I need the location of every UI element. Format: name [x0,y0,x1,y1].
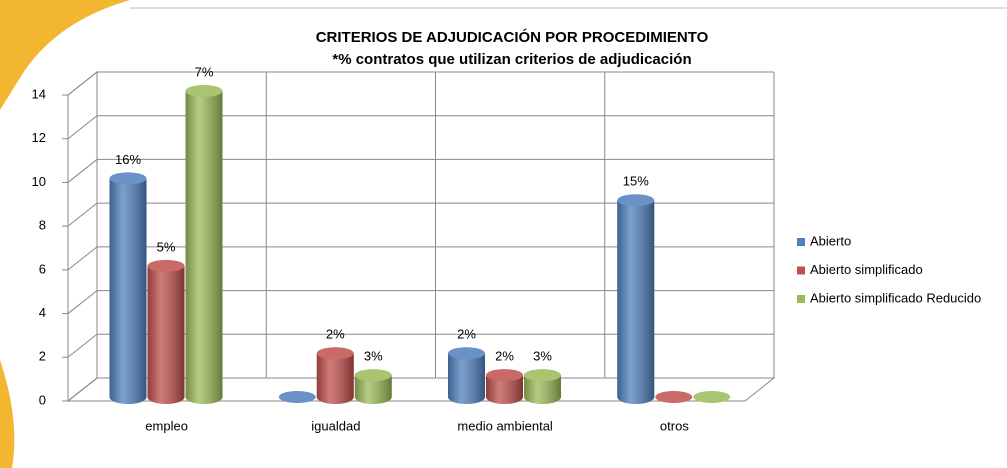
grid-line [67,290,774,314]
y-tick-label: 4 [39,305,46,320]
grid-line [67,202,774,227]
grid-line [67,246,774,271]
bar-part [448,347,485,360]
bar-part [693,391,731,403]
grid-line [67,333,774,358]
chart-subtitle: *% contratos que utilizan criterios de a… [332,51,691,68]
data-label: 3% [533,349,552,364]
y-tick-label: 12 [32,130,46,145]
bar-part [524,369,561,382]
bar [486,369,523,404]
bar [354,369,392,404]
bar-part [655,391,693,403]
data-label: 2% [326,327,345,342]
grid-line [67,158,774,183]
bar [185,85,223,404]
bar-part [486,369,523,382]
legend-swatch [797,295,805,303]
decoration [0,0,130,110]
bar-part [109,172,147,185]
y-tick-label: 6 [39,261,46,276]
data-label: 2% [457,327,476,342]
bar-part [617,200,655,404]
bar-part [185,91,223,404]
bar-part [617,194,655,207]
bar-part [278,391,316,403]
bar-part [147,265,185,404]
bar-part [185,85,223,97]
y-tick-label: 2 [39,349,46,364]
bar [278,391,316,403]
bar-part [316,347,354,360]
bar-part [693,391,731,403]
legend-swatch [797,238,805,246]
x-tick-label: medio ambiental [457,418,552,433]
bar-part [354,369,392,382]
wall [67,70,98,403]
bar-part [109,178,147,404]
data-label: 2% [495,349,514,364]
grid-line [67,115,774,140]
bar-part [486,375,523,404]
decoration [0,360,15,468]
bar-part [147,259,185,272]
y-tick-label: 14 [32,86,46,101]
bar-part [354,375,392,404]
bar-part [524,375,561,404]
bar [524,369,561,404]
bar [109,172,147,404]
bar-part [524,369,561,382]
data-label: 3% [364,349,383,364]
data-label: 7% [195,64,214,79]
y-tick-label: 10 [32,174,46,189]
bar-part [109,172,147,185]
bar-part [147,259,185,272]
bar-part [655,391,693,403]
grid-line [67,71,774,96]
bar-part [448,347,485,360]
x-tick-label: empleo [145,418,188,433]
bar-part [448,353,485,404]
bar [448,347,485,404]
legend-label: Abierto simplificado [810,262,923,277]
bar [617,194,655,404]
data-label: 16% [115,152,141,167]
bar [316,347,354,404]
bar [147,259,185,404]
legend-label: Abierto [810,233,851,248]
bar-part [316,353,354,404]
bar [655,391,693,403]
bar-part [278,391,316,403]
x-tick-label: otros [660,418,689,433]
bar-part [185,85,223,97]
bar-part [486,369,523,382]
y-tick-label: 0 [39,392,46,407]
bar-part [316,347,354,360]
x-tick-label: igualdad [311,418,360,433]
data-label: 5% [157,239,176,254]
bar [693,391,731,403]
bar-part [617,194,655,207]
data-label: 15% [623,174,649,189]
bar-part [354,369,392,382]
legend-label: Abierto simplificado Reducido [810,290,981,305]
chart-title: CRITERIOS DE ADJUDICACIÓN POR PROCEDIMIE… [316,28,709,46]
y-tick-label: 8 [39,218,46,233]
legend-swatch [797,266,805,275]
